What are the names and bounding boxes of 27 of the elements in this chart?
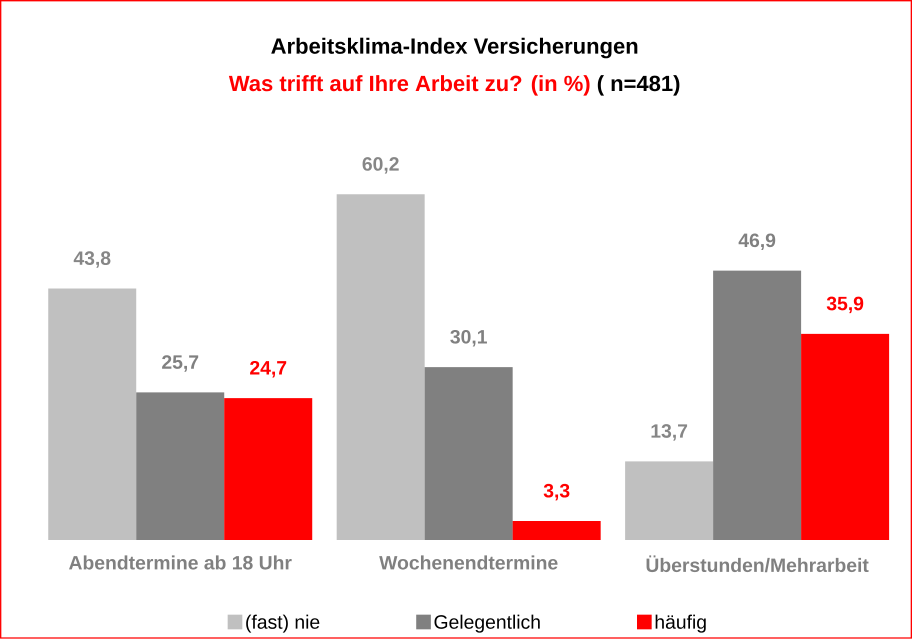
legend-label: Gelegentlich bbox=[434, 614, 540, 633]
legend-label: häufig bbox=[656, 614, 706, 633]
bar bbox=[48, 288, 136, 540]
bar bbox=[136, 392, 224, 540]
data-label: 25,7 bbox=[162, 355, 198, 372]
chart-title: Arbeitsklima-Index Versicherungen bbox=[271, 38, 638, 58]
data-label: 60,2 bbox=[362, 157, 399, 174]
bar bbox=[625, 462, 714, 540]
legend-label: (fast) nie bbox=[246, 614, 320, 633]
bar bbox=[336, 194, 425, 540]
data-label: 43,8 bbox=[74, 251, 110, 268]
data-label: 30,1 bbox=[450, 330, 487, 347]
bar bbox=[512, 521, 601, 540]
data-label: 35,9 bbox=[826, 296, 864, 314]
x-tick-label: Abendtermine ab 18 Uhr bbox=[68, 556, 292, 570]
bar bbox=[224, 398, 312, 540]
bar bbox=[713, 270, 802, 540]
data-label: 24,7 bbox=[250, 361, 286, 378]
bar bbox=[424, 367, 513, 540]
x-tick-label: Überstunden/Mehrarbeit bbox=[646, 556, 869, 572]
chart-subtitle: Was trifft auf Ihre Arbeit zu? (in %) bbox=[228, 75, 590, 96]
data-label: 3,3 bbox=[544, 484, 570, 500]
text: ( n=481) bbox=[598, 75, 680, 96]
bar bbox=[801, 334, 890, 540]
x-tick-label: Wochenendtermine bbox=[379, 556, 558, 570]
data-label: 13,7 bbox=[652, 424, 688, 441]
data-label: 46,9 bbox=[738, 234, 776, 250]
